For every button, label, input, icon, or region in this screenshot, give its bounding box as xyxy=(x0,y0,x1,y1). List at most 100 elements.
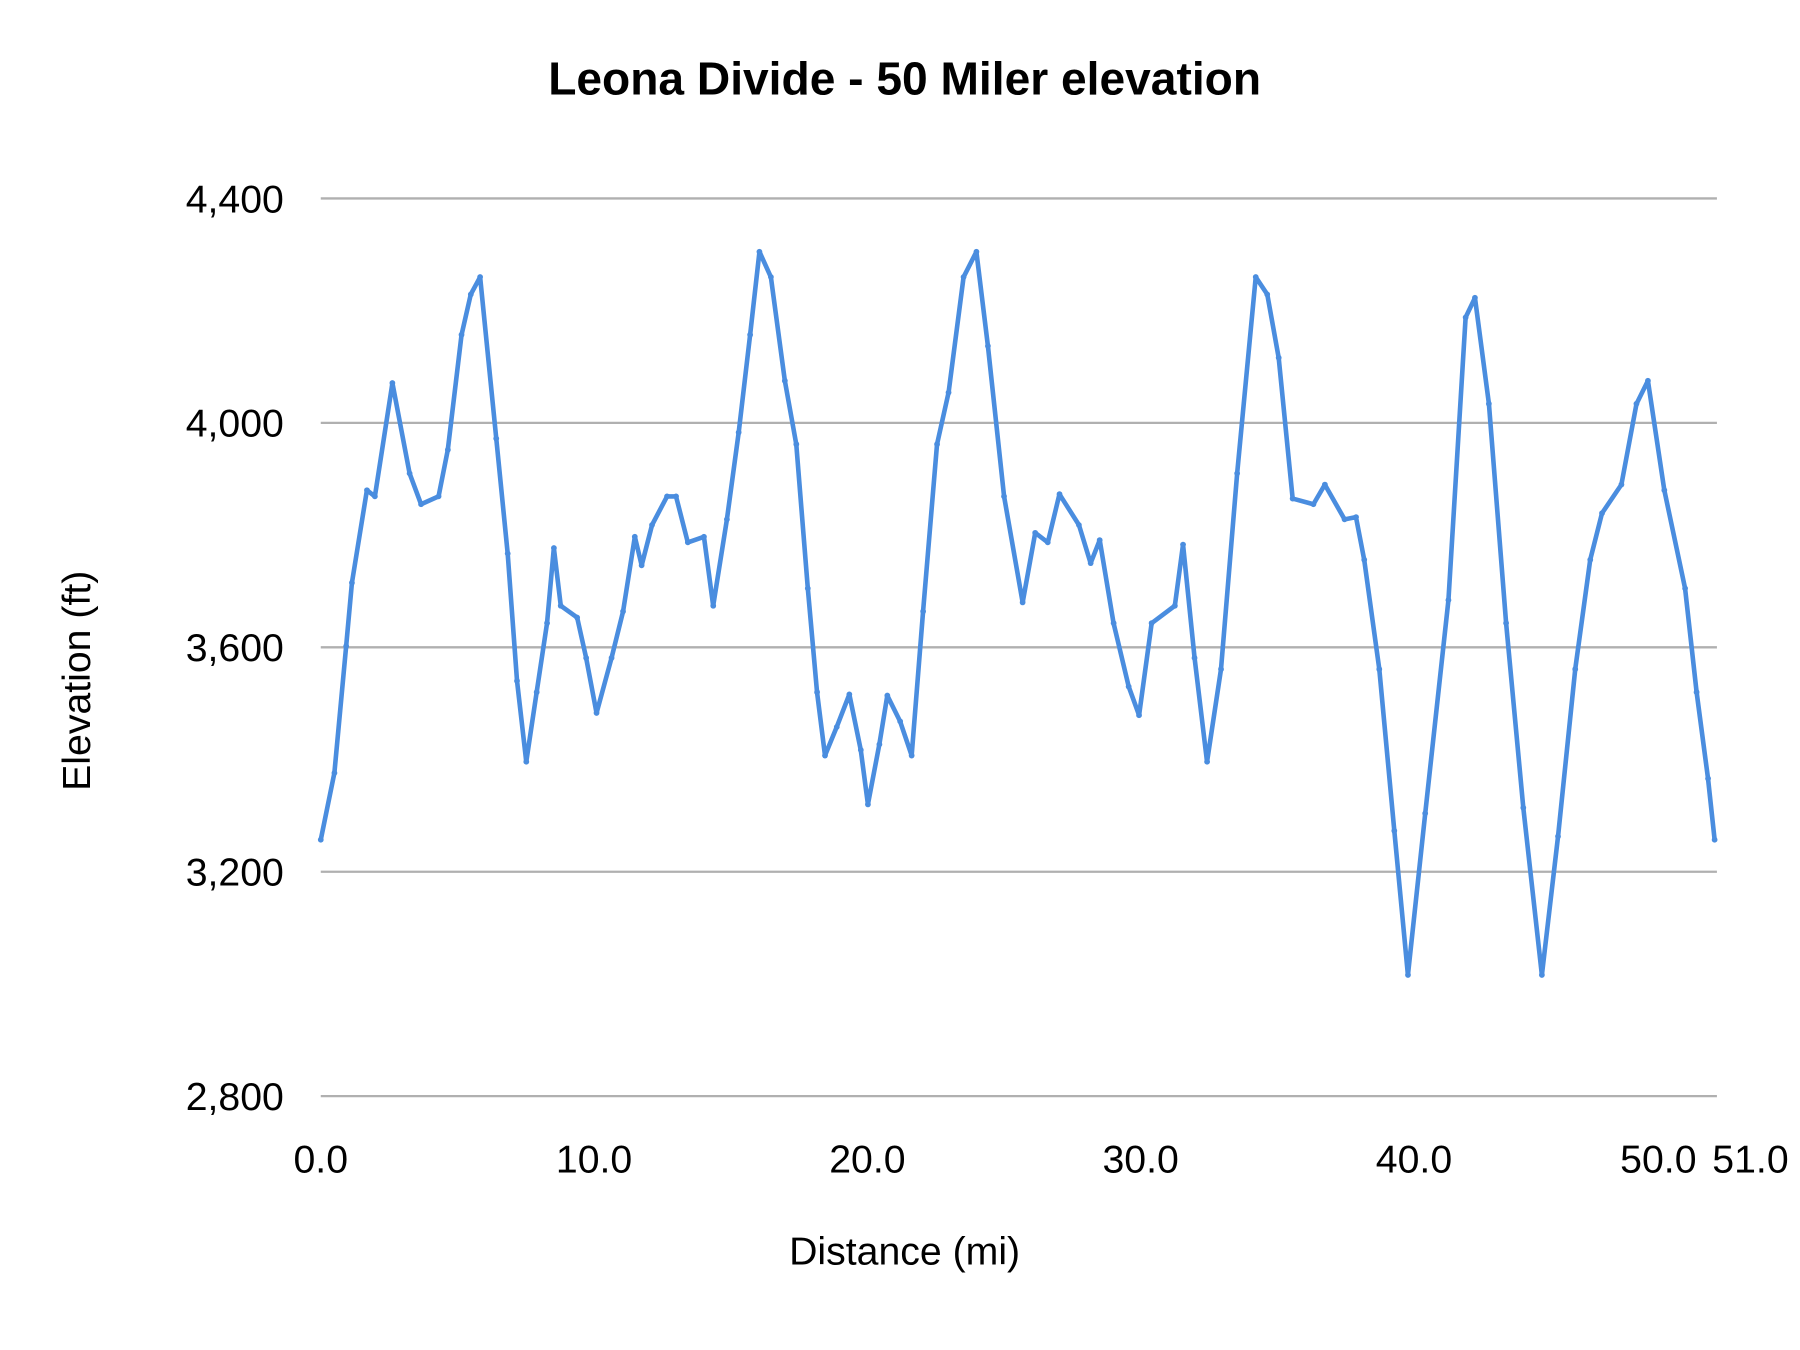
data-point xyxy=(1171,602,1178,609)
chart-title: Leona Divide - 50 Miler elevation xyxy=(548,53,1261,105)
data-point xyxy=(710,602,717,609)
data-point xyxy=(1310,501,1317,508)
data-point xyxy=(768,274,774,280)
data-point xyxy=(664,493,670,500)
data-point xyxy=(1275,354,1282,361)
data-point xyxy=(477,274,483,280)
x-tick-label: 0.0 xyxy=(294,1137,349,1181)
data-point xyxy=(1125,683,1132,690)
data-point xyxy=(1087,560,1094,567)
data-point xyxy=(1001,493,1007,500)
data-point xyxy=(458,331,465,338)
x-tick-label: 30.0 xyxy=(1103,1137,1179,1181)
data-point xyxy=(973,248,980,255)
data-point xyxy=(1682,585,1688,592)
data-point xyxy=(1191,655,1198,661)
x-tick-label: 40.0 xyxy=(1376,1137,1452,1181)
data-point xyxy=(1422,810,1429,817)
data-point xyxy=(349,579,355,586)
data-point xyxy=(804,585,811,592)
data-point xyxy=(1462,314,1469,321)
data-point xyxy=(1264,291,1271,298)
data-point xyxy=(1019,599,1026,606)
data-point xyxy=(724,516,730,523)
x-tick-label: 10.0 xyxy=(556,1137,632,1181)
data-point xyxy=(1056,491,1063,498)
data-point xyxy=(747,331,754,338)
data-point xyxy=(331,770,338,776)
data-point xyxy=(317,836,324,843)
data-point xyxy=(1148,620,1155,627)
data-point xyxy=(1472,294,1478,301)
data-point xyxy=(389,380,396,386)
data-point xyxy=(1341,516,1348,523)
data-point xyxy=(833,724,840,730)
data-point xyxy=(793,441,800,448)
data-point xyxy=(735,429,742,436)
data-point xyxy=(1353,514,1359,521)
data-point xyxy=(1252,274,1259,280)
data-point xyxy=(897,718,904,725)
data-point xyxy=(814,689,820,696)
data-point xyxy=(701,533,707,540)
data-point xyxy=(631,533,638,540)
data-point xyxy=(876,741,883,748)
data-point xyxy=(504,550,511,557)
elevation-points xyxy=(317,248,1718,978)
data-point xyxy=(945,389,952,396)
data-point xyxy=(684,539,691,546)
data-point xyxy=(846,691,853,698)
data-point xyxy=(985,343,991,349)
y-axis-label: Elevation (ft) xyxy=(55,571,99,791)
data-point xyxy=(1218,666,1224,673)
data-point xyxy=(884,692,891,699)
x-tick-label: 50.0 xyxy=(1620,1137,1696,1181)
data-point xyxy=(493,435,500,442)
data-point xyxy=(1520,804,1527,811)
data-point xyxy=(1234,470,1241,477)
data-point xyxy=(1032,529,1039,536)
x-tick-label: 20.0 xyxy=(829,1137,905,1181)
data-point xyxy=(1618,481,1625,488)
data-point xyxy=(1587,556,1594,563)
gridlines xyxy=(320,197,1717,1098)
y-tick-label: 3,200 xyxy=(186,851,284,895)
data-point xyxy=(1633,400,1640,407)
data-point xyxy=(544,620,550,627)
data-point xyxy=(1204,758,1210,765)
x-axis-label: Distance (mi) xyxy=(789,1230,1020,1274)
data-point xyxy=(406,470,413,477)
y-tick-label: 4,400 xyxy=(186,177,284,221)
data-point xyxy=(1572,666,1579,673)
data-point xyxy=(1599,510,1605,517)
data-point xyxy=(781,377,788,384)
data-point xyxy=(1485,400,1492,407)
data-point xyxy=(1076,522,1082,528)
data-point xyxy=(960,274,967,280)
data-point xyxy=(822,752,828,759)
data-point xyxy=(865,801,871,808)
data-point xyxy=(756,248,763,255)
y-axis-ticks: 2,800 3,200 3,600 4,000 4,400 xyxy=(186,177,284,1119)
data-point xyxy=(551,545,557,551)
data-point xyxy=(1555,833,1561,840)
data-point xyxy=(673,493,679,500)
y-tick-label: 2,800 xyxy=(186,1075,284,1119)
data-point xyxy=(557,602,564,609)
data-point xyxy=(583,655,590,661)
data-point xyxy=(608,655,615,661)
data-point xyxy=(1136,712,1142,719)
elevation-line xyxy=(318,249,1717,978)
data-point xyxy=(435,493,442,500)
data-point xyxy=(908,752,915,759)
data-point xyxy=(934,441,940,448)
data-point xyxy=(1322,481,1328,488)
data-point xyxy=(920,608,927,615)
data-point xyxy=(1096,537,1103,544)
data-point xyxy=(593,710,600,716)
data-point xyxy=(1705,775,1711,782)
data-point xyxy=(1711,836,1718,843)
data-point xyxy=(1645,377,1651,384)
data-point xyxy=(649,522,655,528)
data-point xyxy=(467,291,474,298)
